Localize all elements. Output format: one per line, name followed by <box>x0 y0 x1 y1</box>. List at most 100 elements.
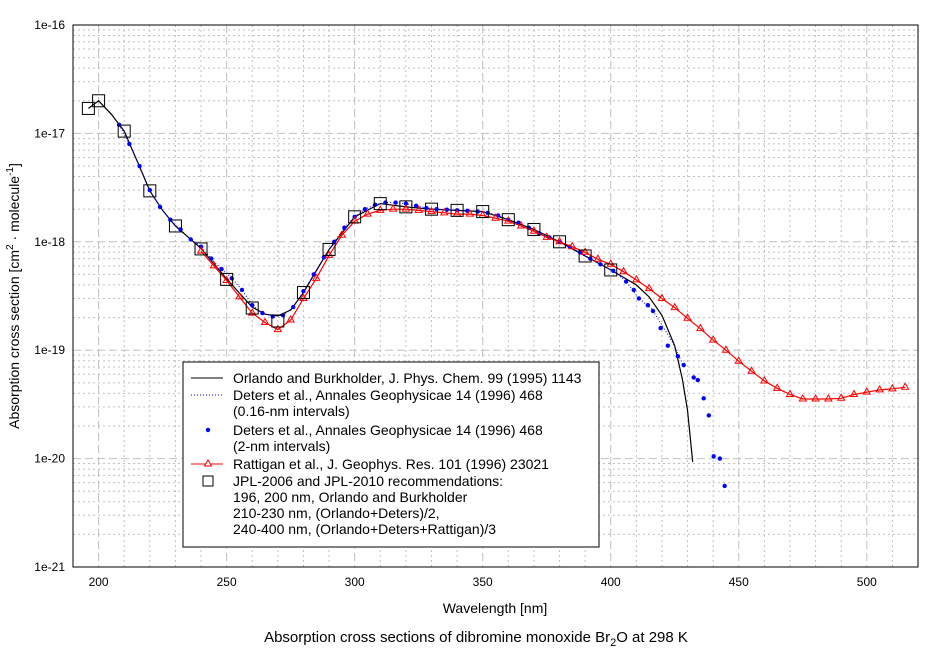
data-point-rattigan <box>427 206 436 215</box>
data-point-deters <box>137 163 142 169</box>
data-point-rattigan <box>363 209 372 217</box>
data-point-jpl <box>604 263 618 277</box>
legend-label-jpl-line-3: 240-400 nm, (Orlando+Deters+Rattigan)/3 <box>233 521 496 537</box>
data-point-rattigan <box>759 375 769 384</box>
legend-box <box>182 361 600 548</box>
data-point-deters <box>393 200 398 205</box>
data-point-rattigan <box>299 293 308 301</box>
data-point-rattigan <box>747 366 756 374</box>
legend-label-jpl-line-1: 196, 200 nm, Orlando and Burkholder <box>233 489 468 505</box>
data-point-deters <box>588 256 593 261</box>
data-point-deters <box>157 204 163 210</box>
y-axis-label-sup1: 2 <box>5 244 16 250</box>
data-point-jpl <box>143 184 157 198</box>
data-point-deters <box>291 304 296 310</box>
data-point-deters <box>717 456 723 461</box>
data-point-rattigan <box>772 383 782 391</box>
data-point-deters <box>691 375 696 380</box>
data-point-rattigan <box>260 317 270 326</box>
x-axis-label: Wavelength [nm] <box>443 600 548 616</box>
data-point-deters <box>383 200 388 205</box>
data-point-jpl <box>373 197 387 211</box>
legend-label-jpl: JPL-2006 and JPL-2010 recommendations: <box>233 473 503 489</box>
data-point-rattigan <box>567 241 577 250</box>
y-tick-label: 1e-16 <box>34 18 65 32</box>
chart-title-suffix: O at 298 K <box>616 629 688 646</box>
data-point-rattigan <box>209 260 219 269</box>
data-point-rattigan <box>401 204 411 212</box>
data-point-rattigan <box>824 393 833 402</box>
data-point-rattigan <box>516 220 526 229</box>
y-tick-label: 1e-20 <box>34 452 65 466</box>
data-point-rattigan <box>414 205 424 213</box>
data-point-rattigan <box>529 226 539 234</box>
data-point-deters <box>598 262 603 267</box>
data-point-deters <box>695 377 700 383</box>
data-point-rattigan <box>555 236 564 245</box>
data-point-rattigan <box>606 259 616 267</box>
series-layer <box>81 94 910 489</box>
data-point-deters <box>658 325 663 331</box>
legend-label-deters-line: Deters et al., Annales Geophysicae 14 (1… <box>233 387 543 403</box>
data-point-jpl <box>92 94 106 108</box>
chart-title: Absorption cross sections of dibromine m… <box>264 629 688 649</box>
data-point-deters <box>623 279 629 284</box>
data-point-deters <box>342 225 347 230</box>
data-point-deters <box>127 141 132 147</box>
y-axis-label-b: · molecule <box>6 176 22 245</box>
data-point-jpl <box>476 205 490 219</box>
x-tick-label: 350 <box>473 575 493 589</box>
data-point-jpl <box>81 101 95 115</box>
data-point-jpl <box>220 272 234 286</box>
data-point-rattigan <box>836 393 846 401</box>
legend-symbol-rattigan-triangle <box>203 459 213 467</box>
data-point-rattigan <box>708 335 718 343</box>
data-point-deters <box>219 266 224 272</box>
data-point-rattigan <box>580 247 590 255</box>
data-point-rattigan <box>388 204 398 212</box>
x-tick-label: 450 <box>729 575 749 589</box>
data-point-rattigan <box>235 291 244 300</box>
data-point-deters <box>681 362 686 368</box>
data-point-deters <box>321 255 327 260</box>
data-point-deters <box>372 202 378 207</box>
data-point-rattigan <box>785 389 795 398</box>
data-point-deters <box>611 268 616 274</box>
data-point-jpl <box>527 222 541 236</box>
data-point-deters <box>229 276 234 281</box>
data-point-rattigan <box>734 356 744 364</box>
data-point-rattigan <box>798 393 808 402</box>
data-point-rattigan <box>491 213 500 221</box>
data-point-rattigan <box>311 273 321 281</box>
data-point-deters <box>260 310 265 316</box>
data-point-deters <box>711 454 716 459</box>
data-point-rattigan <box>503 216 513 224</box>
data-point-deters <box>485 210 491 216</box>
data-point-jpl <box>578 249 592 263</box>
series-line-1 <box>118 124 683 364</box>
data-point-deters <box>636 296 642 301</box>
data-point-rattigan <box>644 283 654 292</box>
data-point-jpl <box>194 242 208 256</box>
data-point-rattigan <box>222 275 232 283</box>
data-point-rattigan <box>337 230 347 238</box>
data-point-jpl <box>501 213 515 227</box>
data-point-rattigan <box>465 209 475 217</box>
legend-label-deters-line-2: (0.16-nm intervals) <box>233 403 350 419</box>
legend-symbol-deters-dots <box>205 427 211 433</box>
data-point-jpl <box>168 219 182 233</box>
data-point-jpl <box>399 200 413 214</box>
legend-label-deters-dots: Deters et al., Annales Geophysicae 14 (1… <box>233 422 543 438</box>
x-tick-label: 300 <box>345 575 365 589</box>
data-point-deters <box>209 256 214 261</box>
plot-frame <box>72 24 919 568</box>
data-point-deters <box>239 287 245 293</box>
y-axis-label-sup2: -1 <box>5 167 16 176</box>
data-point-deters <box>362 206 368 212</box>
y-tick-label: 1e-21 <box>34 560 65 574</box>
y-tick-label: 1e-19 <box>34 343 65 357</box>
data-point-deters <box>706 413 711 418</box>
data-point-rattigan <box>900 382 910 390</box>
data-point-deters <box>413 203 419 208</box>
y-tick-label: 1e-17 <box>34 126 65 140</box>
